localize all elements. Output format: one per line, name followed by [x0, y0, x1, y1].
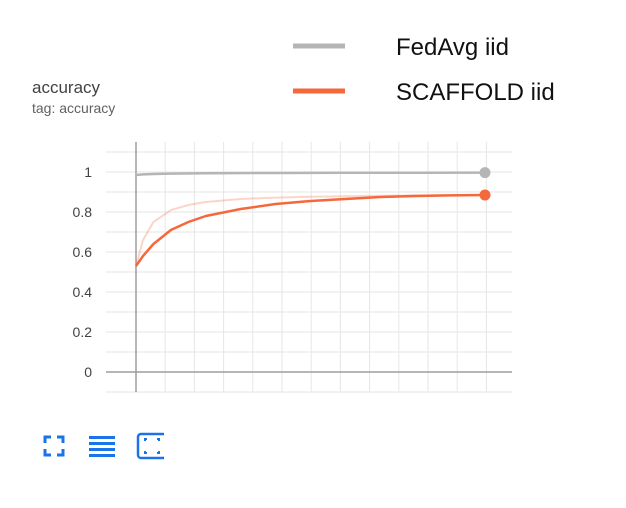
legend-label-fedavg: FedAvg iid: [396, 34, 509, 61]
series-line-0: [135, 171, 486, 177]
series-end-point-0: [479, 167, 491, 179]
card-subtitle: tag: accuracy: [32, 100, 115, 116]
fit-domain-button[interactable]: [136, 432, 164, 460]
series-end-point-1: [479, 189, 491, 201]
series-raw-line-1: [135, 194, 486, 267]
toggle-legend-button[interactable]: [88, 432, 116, 460]
legend-toggle-icon: [89, 436, 115, 457]
chart-toolbar: [40, 432, 164, 460]
y-tick-label: 0.6: [73, 244, 93, 260]
y-tick-label: 0.4: [73, 284, 93, 300]
card-title: accuracy: [32, 78, 101, 97]
accuracy-chart: FedAvg iid SCAFFOLD iid accuracy tag: ac…: [32, 34, 555, 393]
fullscreen-button[interactable]: [40, 432, 68, 460]
y-tick-label: 0.8: [73, 204, 93, 220]
legend-label-scaffold: SCAFFOLD iid: [396, 79, 555, 106]
fullscreen-icon: [43, 435, 65, 457]
y-tick-label: 0: [84, 364, 92, 380]
axes: [106, 142, 512, 392]
y-tick-label: 0.2: [73, 324, 93, 340]
grid: [106, 142, 512, 393]
fit-domain-icon: [136, 432, 164, 460]
series-layer: [134, 167, 491, 267]
y-tick-label: 1: [84, 164, 92, 180]
legend: FedAvg iid SCAFFOLD iid: [293, 34, 555, 106]
y-tick-labels: 0 0.2 0.4 0.6 0.8 1: [73, 164, 93, 380]
series-line-1: [134, 193, 486, 267]
